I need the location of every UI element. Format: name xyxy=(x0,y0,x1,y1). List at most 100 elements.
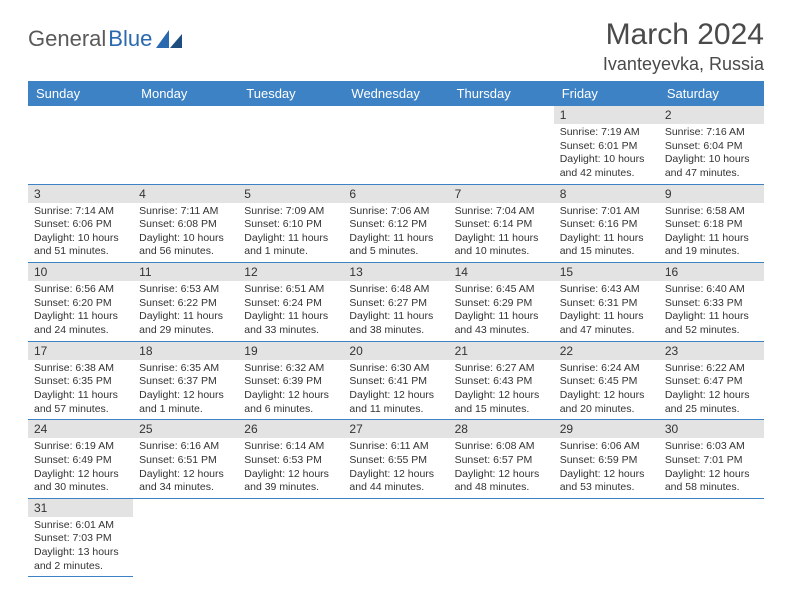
day-info-line: and 57 minutes. xyxy=(34,403,127,417)
day-info-line: Sunset: 6:49 PM xyxy=(34,454,127,468)
day-info-line: Daylight: 10 hours xyxy=(665,153,758,167)
day-number: 18 xyxy=(133,342,238,360)
calendar-empty-cell xyxy=(343,498,448,577)
day-info-line: and 6 minutes. xyxy=(244,403,337,417)
day-info-line: Sunrise: 6:11 AM xyxy=(349,440,442,454)
day-info-line: Daylight: 11 hours xyxy=(34,310,127,324)
day-number: 12 xyxy=(238,263,343,281)
day-info: Sunrise: 6:22 AMSunset: 6:47 PMDaylight:… xyxy=(659,360,764,420)
day-info: Sunrise: 6:14 AMSunset: 6:53 PMDaylight:… xyxy=(238,438,343,498)
day-info-line: and 25 minutes. xyxy=(665,403,758,417)
calendar-empty-cell xyxy=(554,498,659,577)
day-info-line: Daylight: 12 hours xyxy=(244,389,337,403)
calendar-day-cell: 1Sunrise: 7:19 AMSunset: 6:01 PMDaylight… xyxy=(554,106,659,184)
calendar-day-cell: 13Sunrise: 6:48 AMSunset: 6:27 PMDayligh… xyxy=(343,263,448,342)
calendar-week-row: 3Sunrise: 7:14 AMSunset: 6:06 PMDaylight… xyxy=(28,184,764,263)
day-number: 17 xyxy=(28,342,133,360)
day-header: Tuesday xyxy=(238,81,343,106)
day-info-line: Daylight: 11 hours xyxy=(244,310,337,324)
day-info-line: Sunrise: 6:43 AM xyxy=(560,283,653,297)
day-info-line: Daylight: 10 hours xyxy=(560,153,653,167)
day-info-line: Sunset: 6:14 PM xyxy=(455,218,548,232)
day-info-line: Sunset: 6:18 PM xyxy=(665,218,758,232)
day-info-line: Sunrise: 7:01 AM xyxy=(560,205,653,219)
day-header: Sunday xyxy=(28,81,133,106)
day-info-line: and 20 minutes. xyxy=(560,403,653,417)
day-info-line: Daylight: 13 hours xyxy=(34,546,127,560)
logo-text-b: Blue xyxy=(108,26,152,52)
day-info-line: Sunset: 6:08 PM xyxy=(139,218,232,232)
day-info-line: Sunrise: 7:11 AM xyxy=(139,205,232,219)
day-info-line: Sunset: 6:41 PM xyxy=(349,375,442,389)
day-info-line: Daylight: 11 hours xyxy=(665,310,758,324)
day-info-line: and 47 minutes. xyxy=(665,167,758,181)
day-info-line: Sunset: 6:24 PM xyxy=(244,297,337,311)
day-info: Sunrise: 6:11 AMSunset: 6:55 PMDaylight:… xyxy=(343,438,448,498)
day-info-line: and 56 minutes. xyxy=(139,245,232,259)
day-info-line: Sunset: 7:03 PM xyxy=(34,532,127,546)
day-info-line: Sunset: 6:29 PM xyxy=(455,297,548,311)
day-info-line: Sunrise: 6:14 AM xyxy=(244,440,337,454)
calendar-body: 1Sunrise: 7:19 AMSunset: 6:01 PMDaylight… xyxy=(28,106,764,577)
day-info-line: Sunset: 6:31 PM xyxy=(560,297,653,311)
day-info-line: Sunrise: 6:56 AM xyxy=(34,283,127,297)
calendar-day-cell: 10 Sunrise: 6:56 AMSunset: 6:20 PMDayligh… xyxy=(28,263,133,342)
day-info-line: Sunset: 6:51 PM xyxy=(139,454,232,468)
day-info: Sunrise: 6:16 AMSunset: 6:51 PMDaylight:… xyxy=(133,438,238,498)
calendar-day-cell: 5Sunrise: 7:09 AMSunset: 6:10 PMDaylight… xyxy=(238,184,343,263)
day-info-line: Sunrise: 6:08 AM xyxy=(455,440,548,454)
day-header: Monday xyxy=(133,81,238,106)
day-header: Thursday xyxy=(449,81,554,106)
day-info: Sunrise: 7:04 AMSunset: 6:14 PMDaylight:… xyxy=(449,203,554,263)
calendar-day-cell: 19Sunrise: 6:32 AMSunset: 6:39 PMDayligh… xyxy=(238,341,343,420)
day-info-line: Sunrise: 6:24 AM xyxy=(560,362,653,376)
day-number: 13 xyxy=(343,263,448,281)
day-info-line: Daylight: 12 hours xyxy=(139,468,232,482)
day-number: 4 xyxy=(133,185,238,203)
logo: GeneralBlue xyxy=(28,18,182,52)
calendar-empty-cell xyxy=(449,106,554,184)
day-info-line: Sunrise: 6:40 AM xyxy=(665,283,758,297)
calendar-week-row: 24Sunrise: 6:19 AMSunset: 6:49 PMDayligh… xyxy=(28,420,764,499)
day-info-line: Sunset: 6:39 PM xyxy=(244,375,337,389)
day-info: Sunrise: 6:01 AMSunset: 7:03 PMDaylight:… xyxy=(28,517,133,577)
day-info-line: and 38 minutes. xyxy=(349,324,442,338)
calendar-week-row: 31Sunrise: 6:01 AMSunset: 7:03 PMDayligh… xyxy=(28,498,764,577)
day-info-line: Daylight: 11 hours xyxy=(349,232,442,246)
day-info-line: Sunrise: 6:53 AM xyxy=(139,283,232,297)
day-info-line: Sunrise: 6:48 AM xyxy=(349,283,442,297)
day-info: Sunrise: 6:06 AMSunset: 6:59 PMDaylight:… xyxy=(554,438,659,498)
day-info-line: Sunset: 6:16 PM xyxy=(560,218,653,232)
day-info-line: Daylight: 11 hours xyxy=(665,232,758,246)
calendar-empty-cell xyxy=(449,498,554,577)
day-info: Sunrise: 6:27 AMSunset: 6:43 PMDaylight:… xyxy=(449,360,554,420)
day-info-line: Daylight: 12 hours xyxy=(244,468,337,482)
calendar-day-cell: 24Sunrise: 6:19 AMSunset: 6:49 PMDayligh… xyxy=(28,420,133,499)
day-number: 10 xyxy=(28,263,133,281)
calendar-day-cell: 8Sunrise: 7:01 AMSunset: 6:16 PMDaylight… xyxy=(554,184,659,263)
day-info-line: Sunset: 6:47 PM xyxy=(665,375,758,389)
day-number: 11 xyxy=(133,263,238,281)
day-number: 23 xyxy=(659,342,764,360)
day-info-line: Daylight: 12 hours xyxy=(665,468,758,482)
calendar-day-cell: 16Sunrise: 6:40 AMSunset: 6:33 PMDayligh… xyxy=(659,263,764,342)
calendar-day-cell: 23Sunrise: 6:22 AMSunset: 6:47 PMDayligh… xyxy=(659,341,764,420)
calendar-empty-cell xyxy=(133,498,238,577)
calendar-day-cell: 14Sunrise: 6:45 AMSunset: 6:29 PMDayligh… xyxy=(449,263,554,342)
day-info-line: Sunrise: 7:04 AM xyxy=(455,205,548,219)
day-info-line: and 15 minutes. xyxy=(560,245,653,259)
day-info-line: Sunset: 6:01 PM xyxy=(560,140,653,154)
day-info-line: Sunset: 6:33 PM xyxy=(665,297,758,311)
day-info-line: Sunset: 6:20 PM xyxy=(34,297,127,311)
day-info: Sunrise: 6:58 AMSunset: 6:18 PMDaylight:… xyxy=(659,203,764,263)
day-info-line: and 58 minutes. xyxy=(665,481,758,495)
calendar-day-cell: 21Sunrise: 6:27 AMSunset: 6:43 PMDayligh… xyxy=(449,341,554,420)
day-info-line: Sunset: 6:35 PM xyxy=(34,375,127,389)
header: GeneralBlue March 2024 Ivanteyevka, Russ… xyxy=(28,18,764,75)
day-number: 21 xyxy=(449,342,554,360)
day-info: Sunrise: 6:43 AMSunset: 6:31 PMDaylight:… xyxy=(554,281,659,341)
day-info-line: Daylight: 12 hours xyxy=(455,468,548,482)
day-info-line: and 34 minutes. xyxy=(139,481,232,495)
day-info-line: and 43 minutes. xyxy=(455,324,548,338)
calendar-day-cell: 28Sunrise: 6:08 AMSunset: 6:57 PMDayligh… xyxy=(449,420,554,499)
